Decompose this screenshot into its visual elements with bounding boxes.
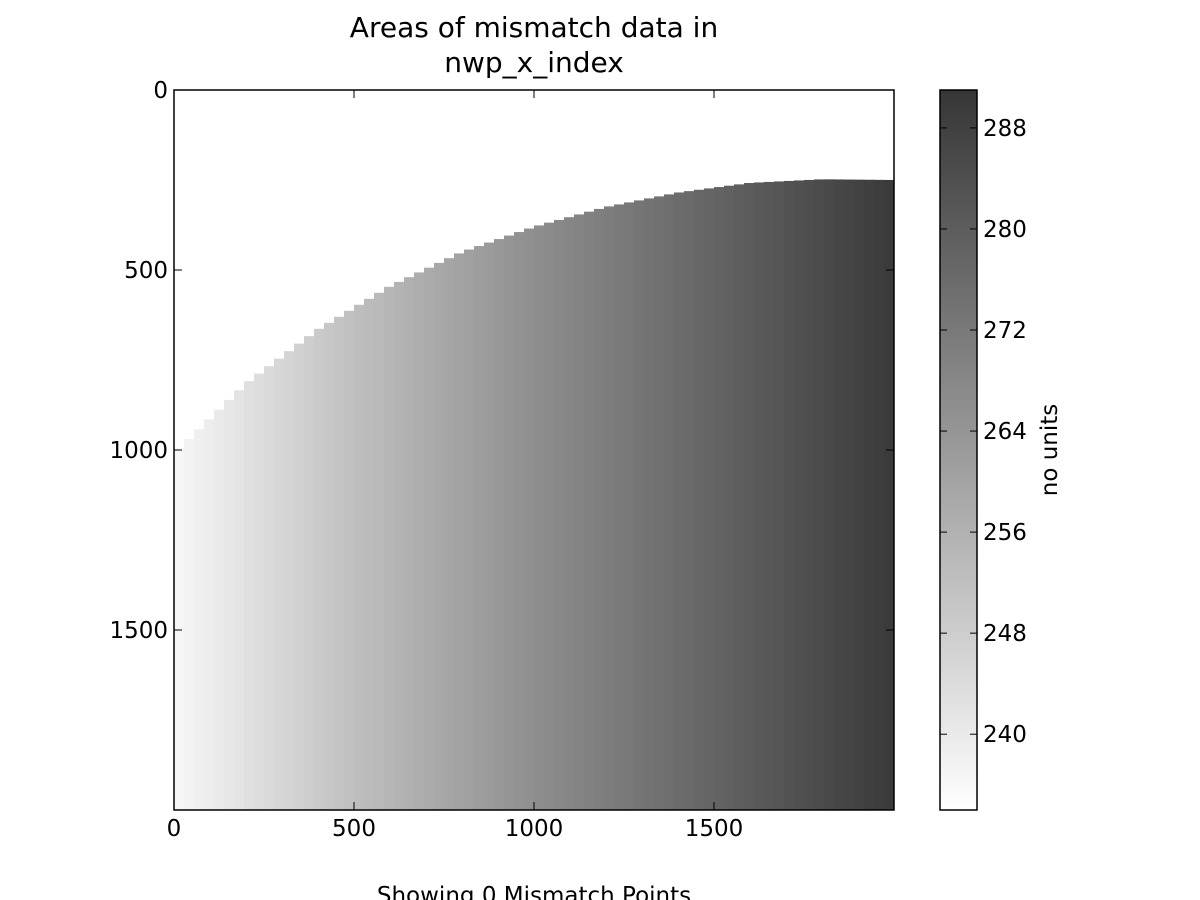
heatmap-cell-column: [734, 184, 745, 810]
heatmap-cell-column: [174, 448, 185, 810]
heatmap-cell-column: [584, 211, 595, 810]
heatmap-cell-column: [394, 281, 405, 810]
x-tick-label: 1500: [685, 816, 744, 842]
heatmap-cell-column: [254, 373, 265, 810]
colorbar-tick-label: 240: [983, 722, 1027, 748]
heatmap-cell-column: [804, 179, 815, 810]
heatmap-cell-column: [824, 179, 835, 810]
heatmap-cell-column: [444, 258, 455, 810]
heatmap-cell-column: [694, 189, 705, 810]
heatmap-cell-column: [244, 381, 255, 810]
heatmap-cell-column: [334, 316, 345, 810]
heatmap-cell-column: [304, 336, 315, 810]
x-tick-label: 1000: [505, 816, 564, 842]
heatmap-cell-column: [364, 298, 375, 810]
heatmap-cell-column: [534, 225, 545, 810]
heatmap-plot-area: 0 500 1000 1500 0 500 1000 1500: [109, 78, 895, 842]
y-tick-label: 0: [153, 78, 168, 104]
heatmap-cell-column: [884, 179, 894, 810]
heatmap-cell-column: [184, 438, 195, 810]
heatmap-cell-column: [494, 239, 505, 810]
heatmap-cell-column: [854, 179, 865, 810]
heatmap-cell-column: [374, 292, 385, 810]
heatmap-cell-column: [214, 409, 225, 810]
heatmap-cell-column: [554, 219, 565, 810]
y-tick-label: 1500: [109, 618, 168, 644]
heatmap-cell-column: [284, 351, 295, 810]
chart-title-line-2: nwp_x_index: [444, 46, 624, 79]
heatmap-cell-column: [744, 183, 755, 810]
heatmap-cell-column: [764, 181, 775, 810]
heatmap-cell-column: [264, 366, 275, 810]
heatmap-cell-column: [874, 179, 885, 810]
heatmap-cell-column: [704, 188, 715, 810]
heatmap-cell-column: [294, 343, 305, 810]
heatmap-cell-column: [514, 232, 525, 810]
heatmap-cell-column: [724, 185, 735, 810]
heatmap-cell-column: [434, 262, 445, 810]
heatmap-cell-column: [384, 286, 395, 810]
colorbar-tick-label: 248: [983, 621, 1027, 647]
heatmap-cell-column: [424, 267, 435, 810]
heatmap-cell-column: [344, 310, 355, 810]
colorbar-tick-label: 256: [983, 520, 1027, 546]
heatmap-cell-column: [484, 242, 495, 810]
heatmap-cell-column: [544, 222, 555, 810]
colorbar-tick-label: 288: [983, 116, 1027, 142]
heatmap-cell-column: [644, 198, 655, 810]
heatmap-cell-column: [274, 358, 285, 810]
heatmap-cell-column: [784, 180, 795, 810]
heatmap-cell-column: [414, 272, 425, 810]
heatmap-cell-column: [404, 277, 415, 810]
x-axis-label: Showing 0 Mismatch Points: [377, 883, 691, 900]
chart-title-line-1: Areas of mismatch data in: [350, 11, 718, 44]
heatmap-cell-column: [674, 192, 685, 810]
colorbar-tick-label: 272: [983, 318, 1027, 344]
heatmap-cell-column: [634, 200, 645, 810]
heatmap-cell-column: [864, 179, 875, 810]
heatmap-cell-column: [234, 390, 245, 810]
heatmap-cell-column: [454, 253, 465, 810]
heatmap-cell-column: [624, 202, 635, 810]
colorbar-tick-label: 280: [983, 217, 1027, 243]
heatmap-cell-column: [774, 181, 785, 810]
heatmap-cell-column: [564, 217, 575, 810]
heatmap-cell-column: [814, 179, 825, 810]
heatmap-cell-column: [464, 249, 475, 810]
x-tick-label: 500: [332, 816, 376, 842]
heatmap-cell-column: [354, 304, 365, 810]
heatmap-cell-column: [594, 208, 605, 810]
heatmap-cell-column: [834, 179, 845, 810]
heatmap-cell-column: [474, 246, 485, 810]
heatmap-cell-column: [314, 328, 325, 810]
colorbar-tick-label: 264: [983, 419, 1027, 445]
heatmap-cell-column: [224, 399, 235, 810]
heatmap-cell-column: [714, 187, 725, 810]
colorbar: 240 248 256 264 272 280 288 no units: [939, 89, 1063, 811]
heatmap-cell-column: [794, 180, 805, 810]
heatmap-cell-column: [614, 204, 625, 810]
colorbar-label: no units: [1037, 404, 1063, 497]
heatmap-cell-column: [194, 429, 205, 810]
heatmap-cell-column: [664, 194, 675, 810]
heatmap-cell-column: [204, 419, 215, 810]
heatmap-cell-column: [504, 235, 515, 810]
heatmap-cell-column: [654, 196, 665, 810]
heatmap-cell-column: [684, 191, 695, 810]
heatmap-cell-column: [574, 214, 585, 810]
heatmap-cell-column: [524, 228, 535, 810]
heatmap-cell-column: [844, 179, 855, 810]
heatmap-cell-column: [604, 206, 615, 810]
colorbar-gradient: [939, 89, 978, 811]
x-tick-label: 0: [167, 816, 182, 842]
y-tick-label: 500: [124, 258, 168, 284]
y-tick-label: 1000: [109, 438, 168, 464]
heatmap-cell-column: [324, 322, 335, 810]
heatmap-cell-column: [754, 182, 765, 810]
